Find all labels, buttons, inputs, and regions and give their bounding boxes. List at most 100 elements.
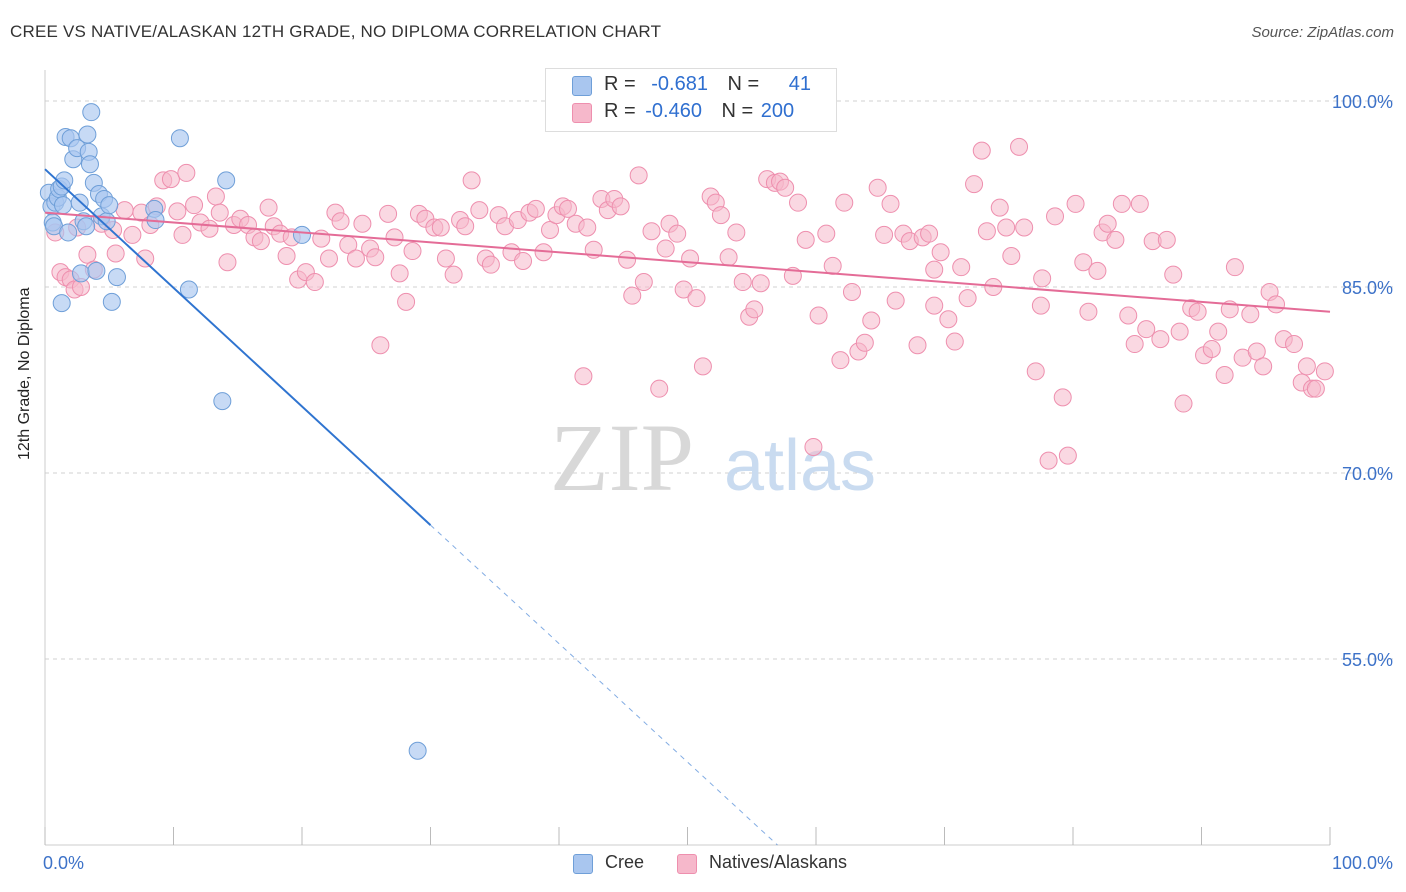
natives-point (1174, 394, 1193, 413)
natives-trend-line (44, 211, 1331, 313)
natives-points (46, 137, 1334, 470)
natives-point (578, 218, 597, 237)
natives-point (733, 273, 752, 292)
natives-point (397, 292, 416, 311)
natives-point (776, 178, 795, 197)
legend-label-natives: Natives/Alaskans (709, 852, 848, 872)
natives-point (173, 225, 192, 244)
natives-point (711, 206, 730, 225)
cree-point (213, 392, 232, 411)
correlation-legend: R = -0.681 N = 41 R = -0.460 N = 200 (545, 68, 837, 132)
natives-point (908, 336, 927, 355)
natives-point (177, 163, 196, 182)
natives-point (674, 280, 693, 299)
natives-point (796, 230, 815, 249)
natives-point (1033, 269, 1052, 288)
source-label[interactable]: Source: ZipAtlas.com (1251, 24, 1394, 41)
natives-point (331, 212, 350, 231)
natives-point (1046, 207, 1065, 226)
r-label: R = (604, 100, 636, 122)
natives-point (1315, 362, 1334, 381)
natives-point (1074, 253, 1093, 272)
natives-point (727, 223, 746, 242)
natives-point (1202, 340, 1221, 358)
cree-point (77, 217, 96, 236)
natives-point (965, 175, 984, 194)
natives-point (862, 311, 881, 330)
natives-swatch (572, 103, 592, 123)
cree-swatch (573, 854, 593, 874)
natives-point (541, 220, 560, 239)
natives-point (481, 255, 500, 274)
natives-point (353, 214, 372, 233)
natives-point (693, 357, 712, 376)
natives-point (456, 217, 475, 236)
natives-point (526, 199, 545, 218)
natives-point (804, 437, 823, 456)
cree-points (39, 103, 427, 760)
natives-point (945, 332, 964, 351)
cree-point (293, 225, 311, 244)
natives-point (1157, 230, 1176, 249)
cree-point (71, 264, 90, 283)
natives-point (574, 367, 593, 386)
cree-point (53, 196, 72, 215)
natives-point (972, 141, 991, 160)
natives-point (650, 379, 669, 398)
natives-point (1125, 335, 1144, 354)
natives-point (1088, 261, 1107, 280)
natives-point (514, 251, 533, 270)
natives-point (1209, 322, 1228, 341)
natives-point (831, 351, 850, 370)
natives-point (809, 306, 828, 325)
cree-point (107, 268, 126, 287)
natives-point (1215, 366, 1234, 385)
natives-point (136, 249, 155, 268)
natives-point (1297, 357, 1316, 376)
cree-r-value: -0.681 (651, 73, 708, 95)
natives-point (1306, 379, 1325, 398)
natives-point (200, 219, 219, 238)
grid-lines (45, 100, 1394, 660)
natives-point (277, 247, 296, 265)
natives-point (886, 291, 905, 310)
natives-point (1106, 230, 1125, 249)
natives-point (123, 225, 142, 244)
tick-labels: 100.0% 85.0% 70.0% 55.0% 0.0% 100.0% (43, 92, 1393, 873)
cree-point (170, 129, 189, 148)
natives-point (668, 224, 687, 243)
natives-point (259, 198, 278, 217)
natives-point (371, 336, 390, 355)
cree-swatch (572, 76, 592, 96)
natives-point (1137, 320, 1156, 339)
natives-point (106, 244, 125, 263)
natives-point (462, 171, 481, 190)
natives-point (1098, 214, 1117, 233)
natives-point (1002, 247, 1021, 265)
watermark: ZIP atlas (550, 404, 876, 511)
natives-point (719, 248, 738, 267)
series-legend: Cree Natives/Alaskans (0, 852, 1406, 878)
natives-point (925, 296, 944, 315)
natives-point (1010, 137, 1029, 156)
natives-point (931, 243, 950, 262)
natives-point (115, 201, 134, 220)
natives-point (842, 282, 861, 301)
natives-point (1031, 296, 1050, 315)
natives-n-value: 200 (760, 100, 795, 122)
natives-point (990, 198, 1009, 217)
natives-point (642, 222, 661, 241)
natives-point (78, 245, 97, 264)
natives-point (1053, 388, 1072, 407)
natives-point (868, 178, 887, 197)
natives-point (218, 253, 237, 272)
natives-point (977, 222, 996, 241)
natives-point (168, 202, 187, 221)
natives-point (1254, 357, 1273, 376)
natives-point (436, 249, 455, 268)
natives-point (1151, 330, 1170, 349)
natives-point (875, 225, 894, 244)
natives-point (206, 187, 225, 206)
natives-point (623, 286, 642, 305)
